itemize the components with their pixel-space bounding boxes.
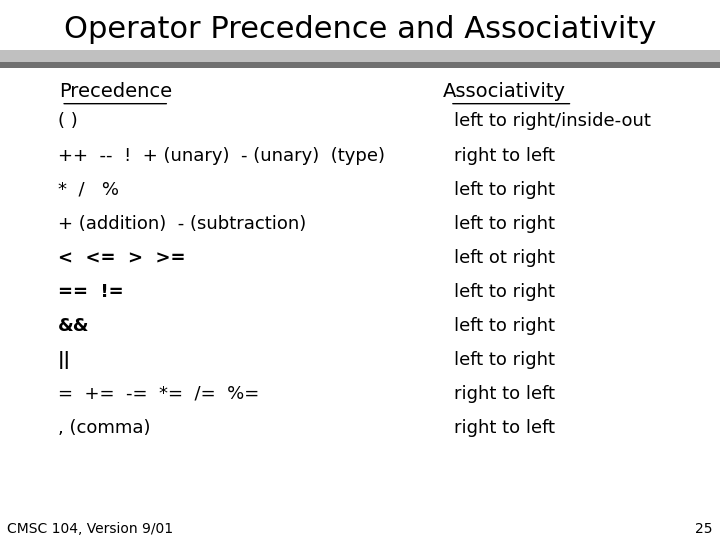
Text: + (addition)  - (subtraction): + (addition) - (subtraction) — [58, 214, 306, 233]
Text: right to left: right to left — [454, 146, 554, 165]
Text: ==  !=: == != — [58, 282, 123, 301]
Text: left to right: left to right — [454, 316, 554, 335]
Text: &&: && — [58, 316, 89, 335]
FancyBboxPatch shape — [0, 62, 720, 68]
Text: left to right: left to right — [454, 282, 554, 301]
Text: ||: || — [58, 350, 71, 369]
Text: =  +=  -=  *=  /=  %=: = += -= *= /= %= — [58, 384, 259, 403]
Text: ( ): ( ) — [58, 112, 77, 131]
Text: left to right: left to right — [454, 214, 554, 233]
Text: *  /   %: * / % — [58, 180, 119, 199]
Text: right to left: right to left — [454, 384, 554, 403]
Text: left to right: left to right — [454, 350, 554, 369]
Text: Precedence: Precedence — [58, 82, 172, 102]
Text: left to right/inside-out: left to right/inside-out — [454, 112, 650, 131]
Text: CMSC 104, Version 9/01: CMSC 104, Version 9/01 — [7, 522, 174, 536]
Text: left to right: left to right — [454, 180, 554, 199]
Text: right to left: right to left — [454, 418, 554, 437]
FancyBboxPatch shape — [0, 50, 720, 62]
Text: 25: 25 — [696, 522, 713, 536]
Text: Associativity: Associativity — [443, 82, 565, 102]
Text: left ot right: left ot right — [454, 248, 554, 267]
Text: <  <=  >  >=: < <= > >= — [58, 248, 185, 267]
Text: ++  --  !  + (unary)  - (unary)  (type): ++ -- ! + (unary) - (unary) (type) — [58, 146, 384, 165]
Text: , (comma): , (comma) — [58, 418, 150, 437]
Text: Operator Precedence and Associativity: Operator Precedence and Associativity — [64, 15, 656, 44]
